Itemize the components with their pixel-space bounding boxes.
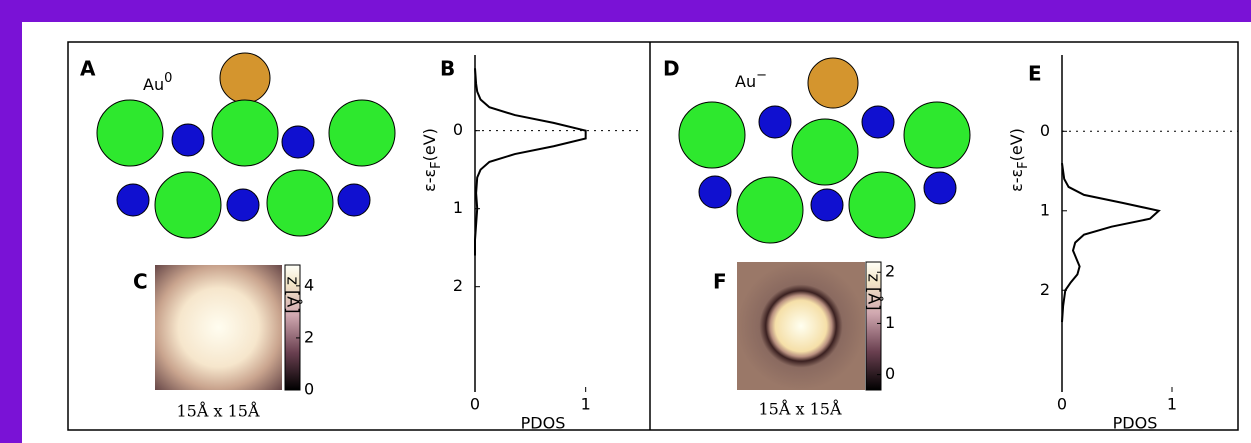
stm-image xyxy=(737,262,865,390)
panel-label: E xyxy=(1028,62,1042,86)
atom xyxy=(792,119,858,185)
atom xyxy=(737,177,803,243)
colorbar-tick-label: 0 xyxy=(885,364,895,383)
x-tick-label: 0 xyxy=(1057,395,1067,414)
atom-label-sup: 0 xyxy=(164,71,172,86)
atom xyxy=(338,184,370,216)
page: A B C D E F Au0 Au− 15Å x 15Å 15Å x 15Å … xyxy=(0,0,1251,443)
colorbar-tick-label: 1 xyxy=(885,313,895,332)
y-tick-label: 1 xyxy=(1040,200,1050,219)
y-tick-label: 0 xyxy=(1040,121,1050,140)
y-axis-label-part: (eV) xyxy=(1007,128,1026,161)
x-tick-label: 1 xyxy=(1167,395,1177,414)
atom xyxy=(329,100,395,166)
atom xyxy=(759,106,791,138)
y-axis-label-part: ε-ε xyxy=(1007,169,1026,192)
x-axis-label: PDOS xyxy=(521,414,566,433)
atom xyxy=(904,102,970,168)
panel-label: A xyxy=(80,57,96,81)
atom xyxy=(811,189,843,221)
au-atom xyxy=(808,58,858,108)
au-atom xyxy=(220,53,270,103)
atom xyxy=(227,189,259,221)
x-tick-label: 1 xyxy=(581,395,591,414)
atom-label-base: Au xyxy=(735,72,756,91)
panel-label: B xyxy=(440,57,455,81)
image-caption: 15Å x 15Å xyxy=(176,401,259,421)
colorbar-label: z [Å] xyxy=(865,274,884,311)
y-axis-label-part: ε-ε xyxy=(420,169,439,192)
atom xyxy=(699,176,731,208)
atom xyxy=(155,172,221,238)
atom-label-base: Au xyxy=(143,75,164,94)
x-tick-label: 0 xyxy=(470,395,480,414)
atom xyxy=(679,102,745,168)
y-axis-label-part: F xyxy=(1016,161,1031,168)
atom xyxy=(267,170,333,236)
image-caption: 15Å x 15Å xyxy=(758,399,841,419)
atom xyxy=(212,100,278,166)
panel-label: C xyxy=(133,270,148,294)
atom xyxy=(924,172,956,204)
colorbar-tick-label: 0 xyxy=(304,380,314,399)
colorbar-tick-label: 4 xyxy=(304,275,314,294)
atom xyxy=(849,172,915,238)
y-axis-label-part: F xyxy=(429,161,444,168)
panel-label: D xyxy=(663,57,680,81)
y-tick-label: 2 xyxy=(453,276,463,295)
atom xyxy=(172,124,204,156)
atom xyxy=(282,126,314,158)
panel-label: F xyxy=(713,270,727,294)
figure: A B C D E F Au0 Au− 15Å x 15Å 15Å x 15Å … xyxy=(0,0,1251,443)
colorbar-tick-label: 2 xyxy=(885,262,895,281)
colorbar-label: z [Å] xyxy=(284,277,303,314)
y-axis-label-part: (eV) xyxy=(420,128,439,161)
y-tick-label: 2 xyxy=(1040,280,1050,299)
atom xyxy=(117,184,149,216)
y-tick-label: 0 xyxy=(453,120,463,139)
atom xyxy=(97,100,163,166)
atom xyxy=(862,106,894,138)
stm-image xyxy=(155,265,282,390)
atom-label-sup: − xyxy=(756,68,767,83)
colorbar-tick-label: 2 xyxy=(304,327,314,346)
y-tick-label: 1 xyxy=(453,198,463,217)
x-axis-label: PDOS xyxy=(1113,414,1158,433)
